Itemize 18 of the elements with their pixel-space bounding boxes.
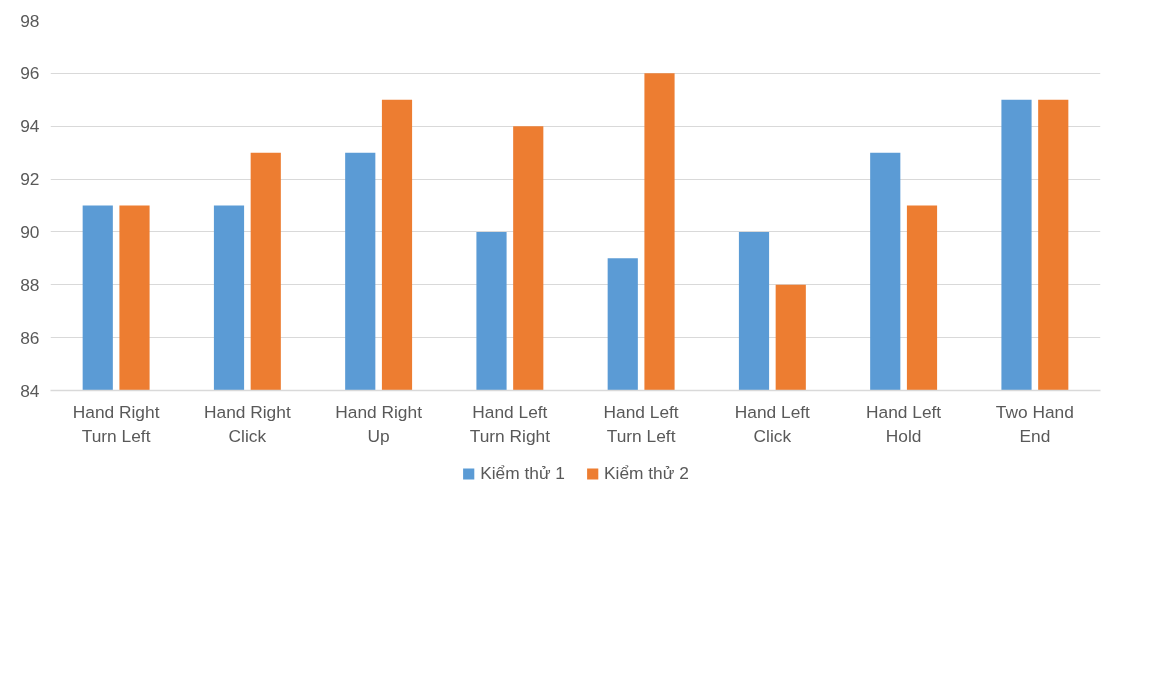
x-tick-label: Hand Right Up <box>335 401 423 446</box>
y-tick-label: 84 <box>20 380 40 401</box>
x-tick-label: Two Hand End <box>995 401 1074 446</box>
y-tick-label: 88 <box>20 274 40 295</box>
y-tick-label: 92 <box>20 169 40 190</box>
y-tick-label: 90 <box>20 221 40 242</box>
y-tick-label: 86 <box>20 327 40 348</box>
y-tick-label: 98 <box>20 10 40 31</box>
x-tick-label: Hand Left Turn Right <box>469 401 551 446</box>
legend-label: Kiểm thử 1 <box>480 462 565 484</box>
x-tick-label: Hand Left Hold <box>866 401 942 446</box>
y-tick-label: 96 <box>20 63 40 84</box>
legend-label: Kiểm thử 2 <box>604 462 689 484</box>
x-tick-label: Hand Right Turn Left <box>72 401 160 446</box>
x-tick-label: Hand Left Click <box>734 401 811 446</box>
x-tick-label: Hand Left Turn Left <box>603 401 679 446</box>
x-tick-label: Hand Right Click <box>204 401 291 446</box>
y-tick-label: 94 <box>20 116 40 137</box>
